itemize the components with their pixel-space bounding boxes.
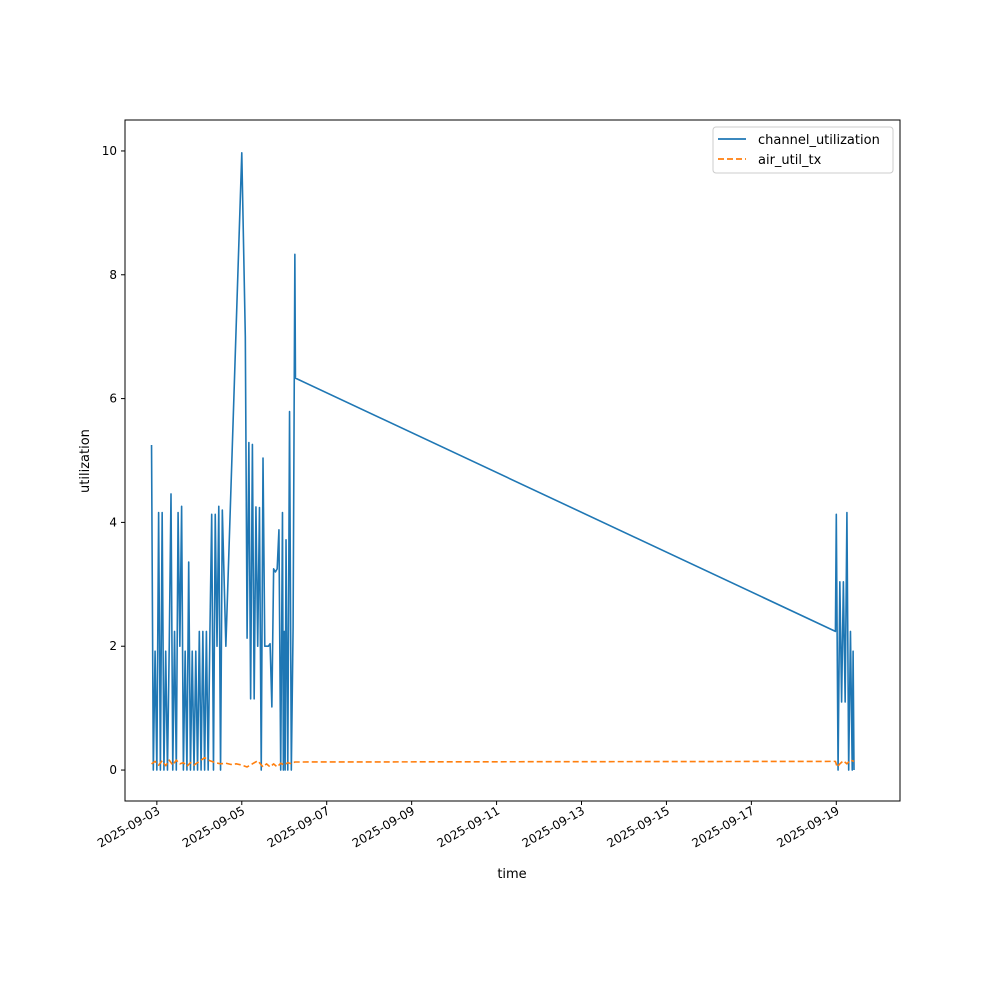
y-tick-label: 0 [109,763,117,777]
y-axis: 0 2 4 6 8 10 [102,144,125,777]
legend-box [712,126,894,174]
legend: channel_utilization air_util_tx [712,126,894,174]
y-tick-label: 2 [109,639,117,653]
y-axis-label: utilization [78,429,93,493]
y-tick-label: 10 [102,144,117,158]
y-tick-label: 6 [109,392,117,406]
series-layer [150,152,855,771]
x-axis-label: time [497,867,526,882]
legend-label-air-util-tx: air_util_tx [758,153,822,168]
legend-label-channel-utilization: channel_utilization [758,133,880,148]
y-tick-label: 8 [109,268,117,282]
series-line-channel-utilization [150,152,855,771]
plot-frame [124,119,901,802]
y-tick-label: 4 [109,515,117,529]
series-line-air-util-tx [151,756,855,768]
